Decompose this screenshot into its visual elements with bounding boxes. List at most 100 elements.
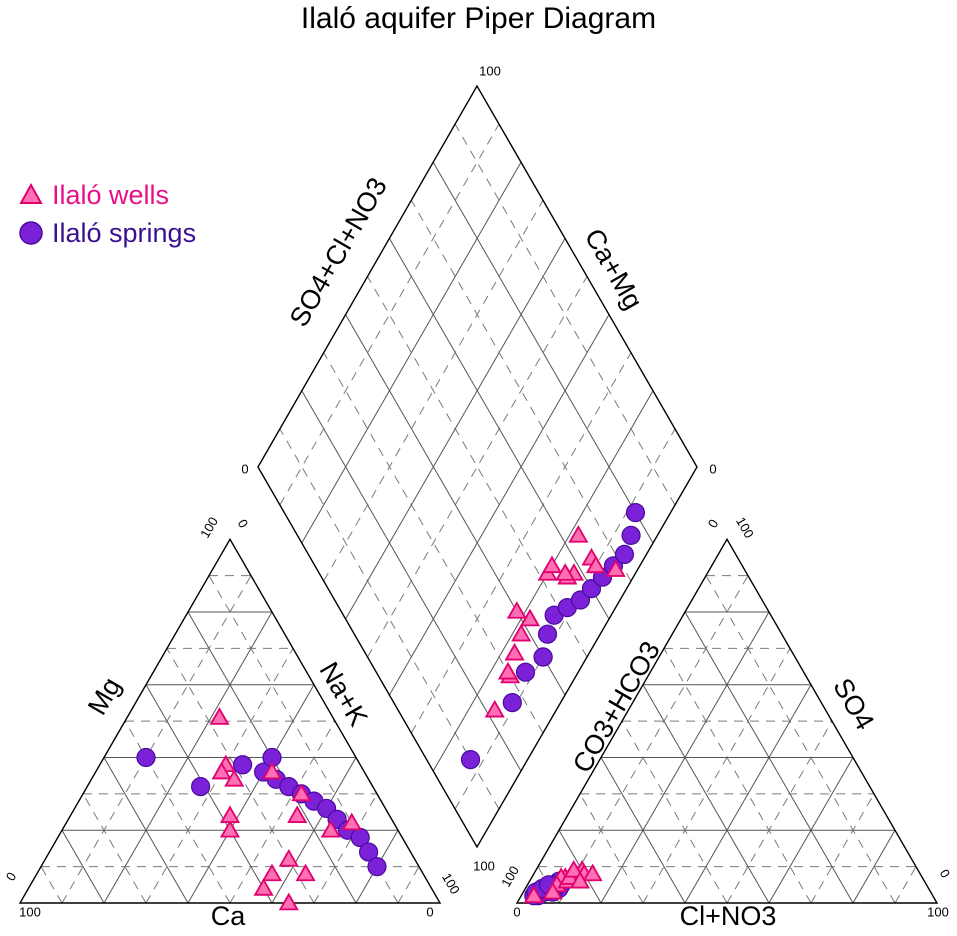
well-diamond-point	[497, 661, 519, 680]
well-diamond-point	[605, 559, 626, 577]
tick-label: 100	[197, 514, 221, 540]
cation-gridline	[103, 757, 189, 904]
well-diamond-point	[511, 623, 532, 642]
spring-diamond-point	[515, 662, 536, 682]
tick-label: 0	[241, 461, 248, 476]
cation-gridline	[145, 684, 273, 904]
well-cation-point	[261, 761, 283, 780]
chart-title: Ilaló aquifer Piper Diagram	[300, 2, 657, 35]
circle-marker-icon	[19, 221, 43, 245]
tick-label: 0	[513, 904, 520, 919]
axis-label-so4clno3: SO4+Cl+NO3	[284, 172, 393, 331]
anion-gridline	[852, 830, 896, 904]
spring-diamond-point	[502, 692, 522, 713]
tick-label: 0	[705, 517, 722, 531]
diamond-frame	[257, 84, 698, 849]
well-anion-point	[563, 859, 584, 878]
frame-layer	[18, 84, 939, 904]
grid-layer	[40, 123, 917, 904]
well-diamond-point	[585, 555, 606, 574]
well-cation-point	[219, 819, 241, 838]
spring-diamond-point	[614, 544, 635, 565]
cation-gridline	[229, 720, 336, 904]
spring-cation-point	[367, 857, 387, 877]
tick-label: 100	[439, 870, 463, 896]
tick-label: 100	[479, 63, 501, 78]
well-diamond-point	[484, 699, 505, 718]
well-cation-point	[253, 878, 274, 896]
axis-label-mg: Mg	[82, 672, 127, 719]
tick-label: 0	[426, 904, 433, 919]
point-layer	[136, 502, 646, 911]
well-cation-point	[219, 805, 241, 823]
anion-gridline	[726, 720, 833, 904]
well-cation-point	[291, 783, 312, 802]
well-cation-point	[278, 892, 299, 911]
well-cation-point	[209, 707, 230, 725]
spring-cation-point	[359, 842, 379, 862]
tick-label: 100	[473, 858, 495, 873]
legend-label-springs: Ilaló springs	[52, 217, 197, 248]
anion-gridline	[600, 757, 686, 904]
spring-diamond-point	[460, 749, 481, 770]
legend-item-wells: Ilaló wells	[18, 176, 196, 214]
cation-gridline	[271, 757, 357, 904]
diamond-gridline	[432, 161, 654, 544]
anion-gridline	[642, 648, 791, 904]
cation-gridline	[397, 866, 420, 904]
well-cation-point	[320, 819, 341, 838]
tick-label: 100	[498, 863, 522, 889]
anion-gridline	[663, 648, 812, 904]
well-diamond-point	[555, 563, 576, 581]
diamond-gridline	[345, 314, 566, 696]
tick-label: 100	[927, 904, 949, 919]
spring-diamond-point	[625, 502, 646, 523]
diamond-gridline	[345, 238, 566, 620]
cation-gridline	[40, 866, 63, 904]
legend-label-wells: Ilaló wells	[52, 179, 170, 210]
well-diamond-point	[541, 555, 563, 574]
cation-gridline	[82, 793, 147, 904]
well-cation-point	[261, 863, 283, 882]
well-cation-point	[287, 805, 308, 823]
axis-label-clno3: Cl+NO3	[680, 901, 777, 931]
spring-diamond-point	[537, 624, 558, 644]
diamond-gridline	[301, 161, 522, 544]
axis-label-camg: Ca+Mg	[579, 224, 649, 315]
well-anion-point	[542, 881, 563, 900]
axis-label-ca: Ca	[211, 901, 246, 931]
tick-label: 100	[733, 514, 757, 540]
triangle-marker-icon	[19, 182, 43, 204]
cation-triangle-frame	[18, 537, 442, 904]
cation-gridline	[61, 830, 105, 904]
tick-label: 0	[235, 517, 252, 531]
spring-cation-point	[136, 747, 156, 768]
spring-diamond-point	[621, 525, 641, 546]
well-cation-point	[211, 761, 232, 780]
well-cation-point	[341, 812, 362, 831]
tick-label: 0	[709, 461, 716, 476]
anion-triangle-frame	[515, 537, 939, 904]
well-diamond-point	[504, 642, 525, 661]
anion-gridline	[894, 866, 917, 904]
well-anion-point	[569, 870, 591, 889]
well-cation-point	[295, 863, 316, 882]
diamond-gridline	[388, 238, 610, 620]
tick-label: 100	[19, 904, 41, 919]
cation-gridline	[313, 793, 378, 904]
cation-gridline	[61, 575, 252, 904]
well-cation-point	[224, 769, 245, 787]
legend-item-springs: Ilaló springs	[18, 214, 196, 252]
anion-gridline	[768, 757, 854, 904]
cation-gridline	[124, 720, 231, 904]
axis-label-co3hco3: CO3+HCO3	[567, 636, 666, 778]
diamond-gridline	[388, 314, 610, 696]
legend: Ilaló wells Ilaló springs	[18, 176, 196, 252]
anion-gridline	[642, 684, 770, 904]
well-diamond-point	[568, 525, 589, 543]
spring-diamond-point	[533, 647, 553, 667]
anion-gridline	[621, 720, 728, 904]
anion-gridline	[810, 793, 875, 904]
